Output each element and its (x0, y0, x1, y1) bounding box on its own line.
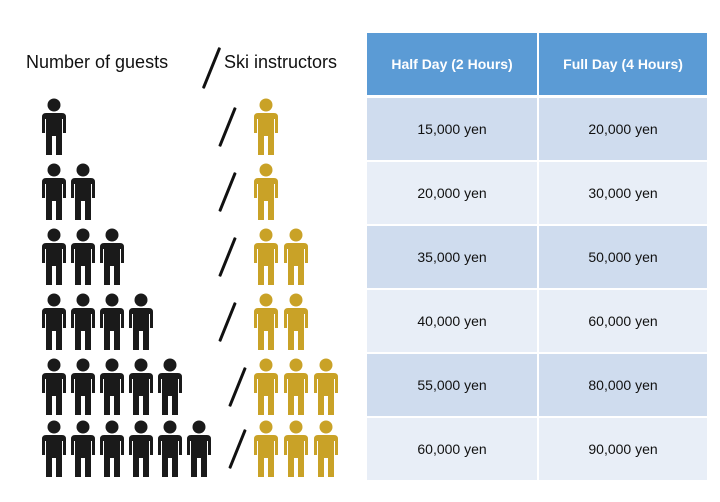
column-header-full-day: Full Day (4 Hours) (538, 33, 707, 98)
instructor-person-icon (252, 228, 280, 291)
guest-person-icon (127, 420, 155, 483)
half-day-price: 15,000 yen (367, 96, 540, 162)
guest-person-icon (127, 358, 155, 421)
header-slash (201, 47, 222, 89)
guest-person-icon (69, 293, 97, 356)
guest-person-icon (185, 420, 213, 483)
guest-person-icon (69, 420, 97, 483)
guest-person-icon (40, 163, 68, 226)
instructor-person-icon (252, 358, 280, 421)
instructor-person-icon (282, 420, 310, 483)
guest-person-icon (98, 293, 126, 356)
guest-person-icon (156, 420, 184, 483)
guests-header: Number of guests (26, 52, 169, 72)
instructors-header: Ski instructors (224, 52, 338, 72)
full-day-price: 20,000 yen (538, 96, 707, 162)
full-day-price: 50,000 yen (538, 225, 707, 290)
guest-person-icon (127, 293, 155, 356)
guest-person-icon (40, 293, 68, 356)
instructor-person-icon (252, 420, 280, 483)
full-day-price: 60,000 yen (538, 289, 707, 354)
instructor-person-icon (312, 358, 340, 421)
instructor-person-icon (252, 293, 280, 356)
row-slash (218, 301, 237, 343)
guest-person-icon (69, 163, 97, 226)
instructor-person-icon (282, 293, 310, 356)
guest-person-icon (69, 228, 97, 291)
guest-person-icon (98, 420, 126, 483)
half-day-price: 40,000 yen (367, 289, 540, 354)
guest-person-icon (40, 228, 68, 291)
table-row: 40,000 yen 60,000 yen (367, 289, 707, 354)
table-row: 20,000 yen 30,000 yen (367, 161, 707, 226)
guest-person-icon (156, 358, 184, 421)
table-row: 15,000 yen 20,000 yen (367, 96, 707, 162)
guest-person-icon (98, 358, 126, 421)
instructor-person-icon (252, 98, 280, 161)
guest-person-icon (40, 420, 68, 483)
price-table: Half Day (2 Hours) Full Day (4 Hours) 15… (367, 33, 707, 482)
instructor-person-icon (282, 228, 310, 291)
guest-person-icon (98, 228, 126, 291)
column-header-half-day: Half Day (2 Hours) (367, 33, 540, 98)
row-slash (218, 171, 237, 213)
row-slash (218, 106, 237, 148)
full-day-price: 90,000 yen (538, 417, 707, 482)
instructor-person-icon (252, 163, 280, 226)
row-slash (228, 428, 247, 470)
half-day-price: 55,000 yen (367, 353, 540, 418)
guest-person-icon (40, 358, 68, 421)
guest-person-icon (69, 358, 97, 421)
full-day-price: 30,000 yen (538, 161, 707, 226)
guest-person-icon (40, 98, 68, 161)
instructor-person-icon (282, 358, 310, 421)
half-day-price: 20,000 yen (367, 161, 540, 226)
instructor-person-icon (312, 420, 340, 483)
table-row: 35,000 yen 50,000 yen (367, 225, 707, 290)
full-day-price: 80,000 yen (538, 353, 707, 418)
row-slash (228, 366, 247, 408)
half-day-price: 60,000 yen (367, 417, 540, 482)
half-day-price: 35,000 yen (367, 225, 540, 290)
row-slash (218, 236, 237, 278)
table-row: 60,000 yen 90,000 yen (367, 417, 707, 482)
table-row: 55,000 yen 80,000 yen (367, 353, 707, 418)
